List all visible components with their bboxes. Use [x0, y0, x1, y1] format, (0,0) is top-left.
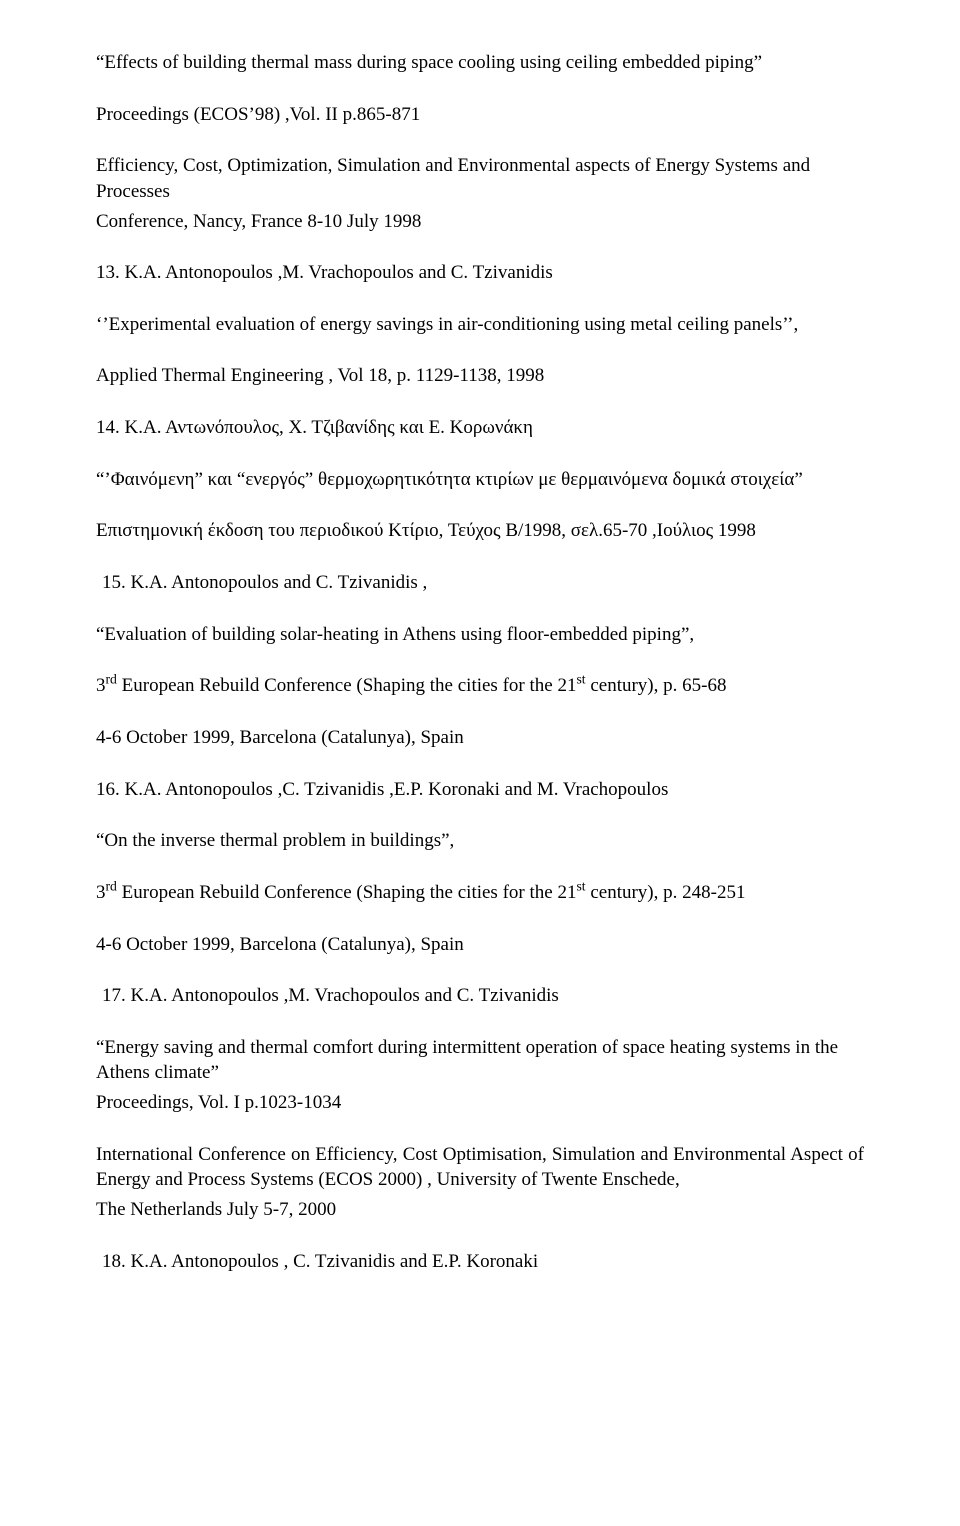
ref15-conf-sup1: rd [106, 672, 117, 687]
ref15-conf-pre: 3 [96, 675, 106, 696]
ref15-conf-mid: European Rebuild Conference (Shaping the… [117, 675, 577, 696]
ref17-proceedings: Proceedings, Vol. I p.1023-1034 [96, 1090, 864, 1116]
ref16-authors: 16. K.A. Antonopoulos ,C. Tzivanidis ,E.… [96, 777, 864, 803]
ref15-conf: 3rd European Rebuild Conference (Shaping… [96, 673, 864, 699]
ref14-title: “’Φαινόμενη” και “ενεργός” θερμοχωρητικό… [96, 467, 864, 493]
ref13-title: ‘’Experimental evaluation of energy savi… [96, 312, 864, 338]
ref16-conf-sup1: rd [106, 879, 117, 894]
ref14-journal: Επιστημονική έκδοση του περιοδικού Κτίρι… [96, 518, 864, 544]
ref14-authors: 14. Κ.Α. Αντωνόπουλος, Χ. Τζιβανίδης και… [96, 415, 864, 441]
ref16-conf: 3rd European Rebuild Conference (Shaping… [96, 880, 864, 906]
ref17-conf-location: The Netherlands July 5-7, 2000 [96, 1197, 864, 1223]
ref15-title: “Evaluation of building solar-heating in… [96, 622, 864, 648]
ref16-title: “On the inverse thermal problem in build… [96, 828, 864, 854]
ref17-authors: 17. K.A. Antonopoulos ,M. Vrachopoulos a… [96, 983, 864, 1009]
ref15-conf-post: century), p. 65-68 [586, 675, 727, 696]
ref12-proceedings: Proceedings (ECOS’98) ,Vol. II p.865-871 [96, 102, 864, 128]
ref15-date-location: 4-6 October 1999, Barcelona (Catalunya),… [96, 725, 864, 751]
ref16-conf-post: century), p. 248-251 [586, 882, 746, 903]
ref13-authors: 13. K.A. Antonopoulos ,M. Vrachopoulos a… [96, 260, 864, 286]
ref16-date-location: 4-6 October 1999, Barcelona (Catalunya),… [96, 932, 864, 958]
ref15-conf-sup2: st [576, 672, 585, 687]
ref17-title: “Energy saving and thermal comfort durin… [96, 1035, 864, 1086]
ref12-conf-location: Conference, Nancy, France 8-10 July 1998 [96, 209, 864, 235]
ref16-conf-sup2: st [576, 879, 585, 894]
ref16-conf-pre: 3 [96, 882, 106, 903]
ref16-conf-mid: European Rebuild Conference (Shaping the… [117, 882, 577, 903]
ref17-conf-name: International Conference on Efficiency, … [96, 1142, 864, 1193]
ref18-authors: 18. K.A. Antonopoulos , C. Tzivanidis an… [96, 1249, 864, 1275]
ref13-journal: Applied Thermal Engineering , Vol 18, p.… [96, 363, 864, 389]
ref12-title: “Effects of building thermal mass during… [96, 50, 864, 76]
ref15-authors: 15. K.A. Antonopoulos and C. Tzivanidis … [96, 570, 864, 596]
ref12-conf-name: Efficiency, Cost, Optimization, Simulati… [96, 153, 864, 204]
